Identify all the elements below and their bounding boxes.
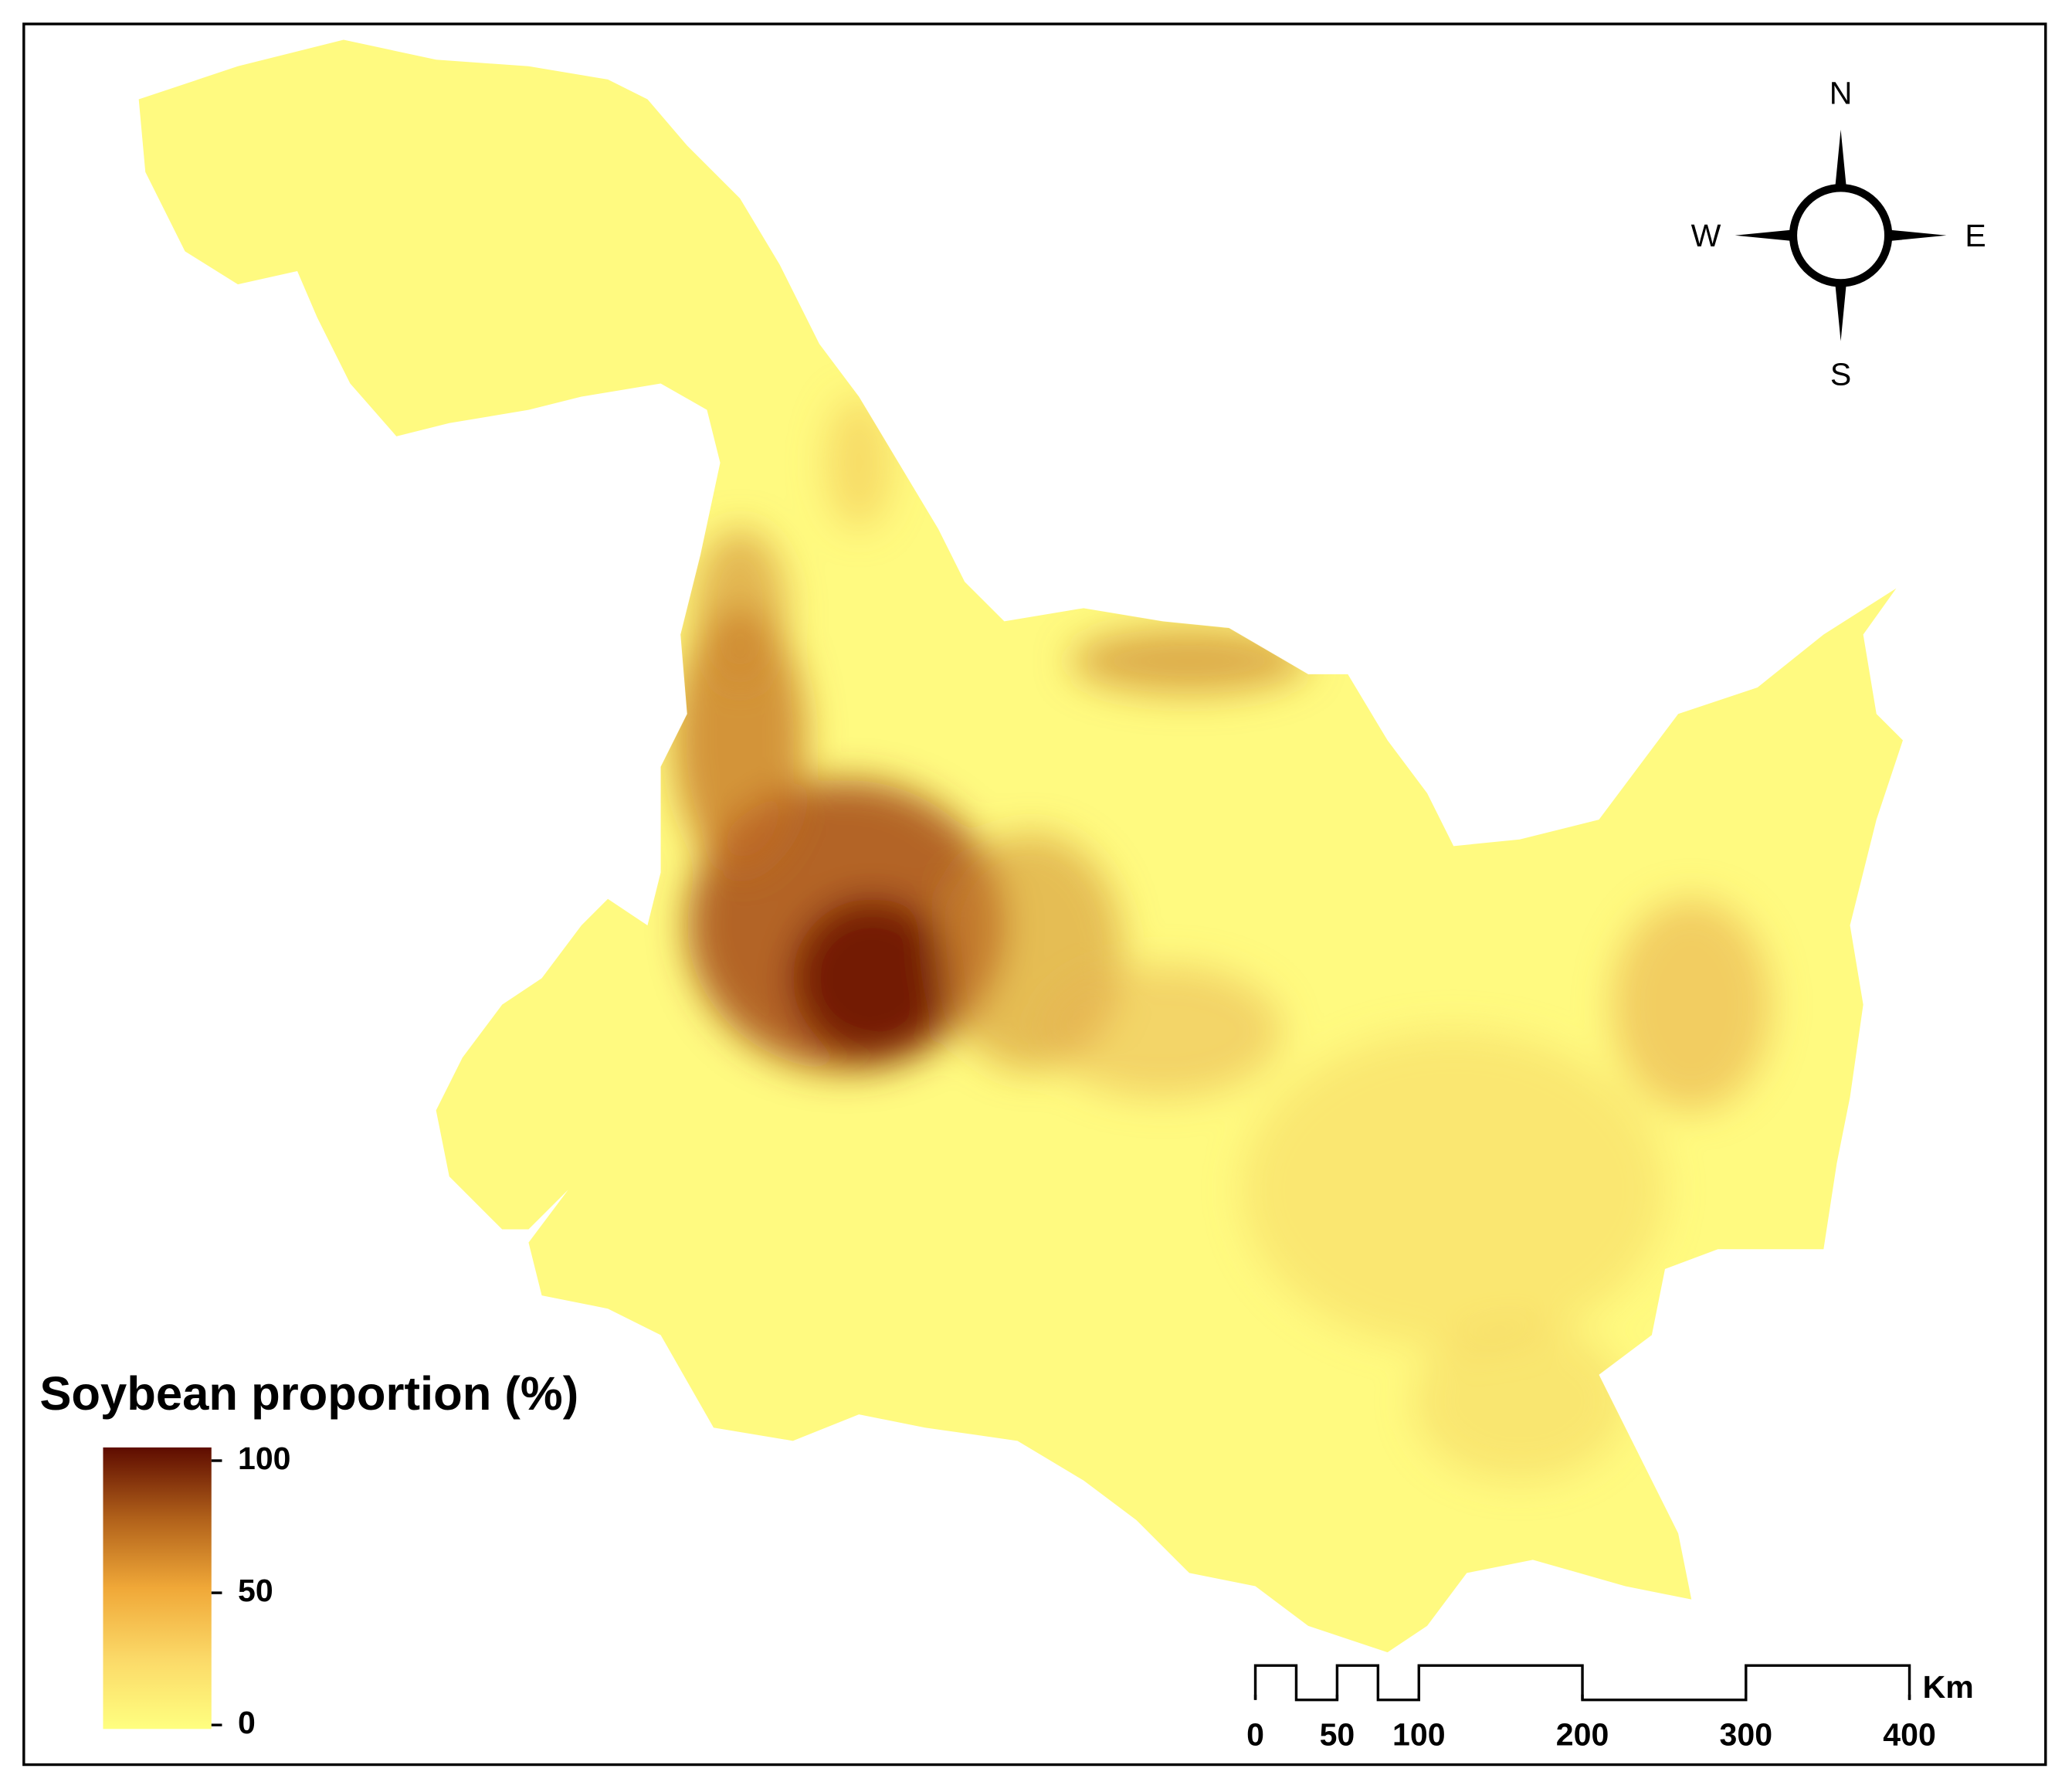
frame	[22, 22, 2047, 1767]
scale-bar-outline	[1253, 1664, 1911, 1702]
scale-unit: Km	[1923, 1669, 1974, 1705]
scale-tick-label: 100	[1392, 1716, 1446, 1752]
scale-tick-label: 0	[1246, 1716, 1264, 1752]
legend-colorbar	[103, 1447, 212, 1729]
compass-east: E	[1965, 218, 1986, 253]
compass-north: N	[1830, 75, 1853, 110]
legend-tick-label: 0	[238, 1705, 256, 1740]
scale-tick-label: 300	[1720, 1716, 1773, 1752]
legend-tick-label: 50	[238, 1573, 273, 1608]
legend-title: Soybean proportion (%)	[39, 1367, 578, 1421]
soybean-density	[673, 396, 1771, 1481]
compass-south: S	[1830, 357, 1851, 392]
scale-tick-label: 200	[1556, 1716, 1609, 1752]
scale-tick-label: 400	[1883, 1716, 1936, 1752]
legend-tick-label: 100	[238, 1441, 291, 1476]
compass-west: W	[1691, 218, 1721, 253]
scale-bar: 0 50 100 200 300 400	[1246, 1664, 1936, 1752]
scale-tick-label: 50	[1320, 1716, 1355, 1752]
legend-ticks: 0 50 100	[211, 1441, 291, 1740]
compass: N S W E	[1691, 75, 1986, 392]
